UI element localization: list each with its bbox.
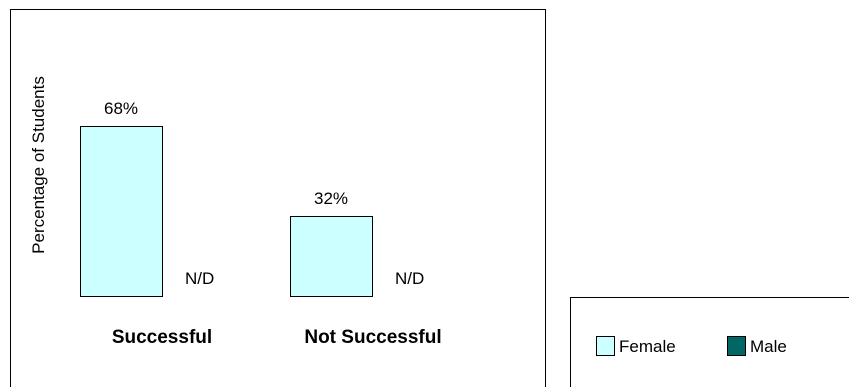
no-data-label-male-1: N/D [185,269,214,288]
legend-label-male: Male [750,337,787,356]
bar-female-2 [290,216,373,297]
legend-frame [570,297,849,387]
category-labels: Successful Not Successful [112,327,442,348]
legend-swatch-female [596,336,615,356]
bar-female-1 [80,126,163,297]
legend-swatch-male [727,336,746,356]
no-data-label-male-2: N/D [395,269,424,288]
legend-label-female: Female [619,337,676,356]
data-label-female-1: 68% [104,99,138,118]
legend: Female Male [570,297,849,387]
data-label-female-2: 32% [314,189,348,208]
bars-group: 68% N/D 32% N/D [80,99,424,297]
category-label-2: Not Successful [304,327,441,348]
y-axis-label: Percentage of Students [29,76,48,254]
category-label-1: Successful [112,327,212,348]
